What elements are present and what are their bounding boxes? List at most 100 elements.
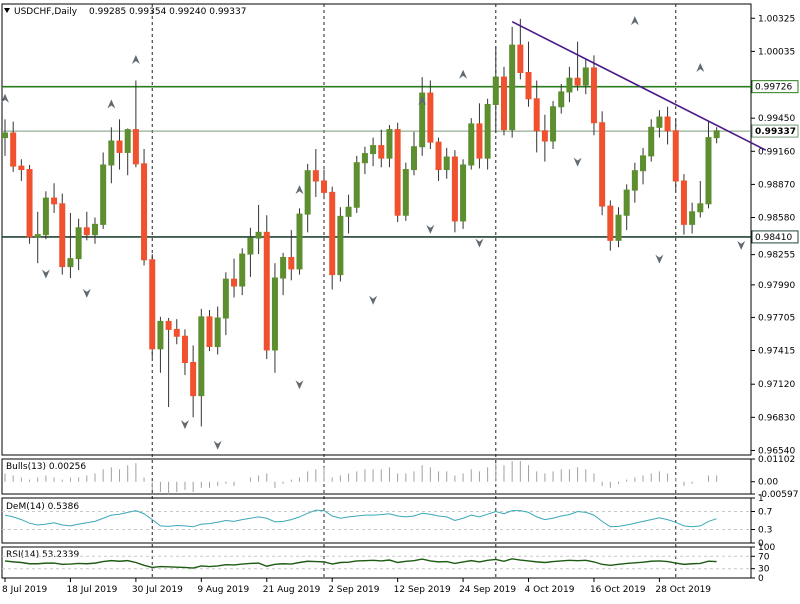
bull-candle [222, 272, 229, 336]
bull-candle [566, 66, 573, 103]
candle-body [288, 256, 295, 270]
bear-candle [116, 119, 123, 170]
rsi-tick-label: 70 [758, 552, 770, 562]
bull-candle [42, 191, 49, 240]
candle-body [550, 106, 557, 142]
dem-title: DeM(14) 0.5386 [6, 502, 79, 512]
candle-body [34, 234, 41, 238]
candle-body [132, 129, 139, 165]
bear-candle [83, 211, 90, 241]
candle-body [51, 197, 58, 205]
chart-header: USDCHF,Daily 0.99285 0.99354 0.99240 0.9… [4, 7, 246, 17]
bull-candle [124, 128, 131, 176]
fractal-up-icon [1, 93, 9, 103]
bull-candle [689, 202, 696, 234]
price-tick-label: 0.98870 [758, 180, 795, 190]
candle-body [337, 215, 344, 276]
bulls-panel[interactable]: Bulls(13) 0.00256 0.01102 0.00 -0.00597 [1, 455, 798, 500]
candle-body [468, 123, 475, 166]
candle-body [239, 253, 246, 287]
bear-candle [541, 114, 548, 162]
bear-candle [517, 18, 524, 80]
bear-candle [26, 164, 33, 244]
current-price-label: 0.99337 [755, 127, 796, 137]
bear-candle [10, 121, 17, 172]
candle-body [108, 140, 115, 166]
bear-candle [321, 169, 328, 200]
price-panel[interactable]: 1.00325 1.00035 0.99450 0.99160 0.98870 0.985… [1, 0, 799, 578]
candle-body [190, 362, 197, 397]
fractal-down-icon [655, 254, 664, 264]
bear-candle [525, 41, 532, 107]
candle-body [255, 231, 262, 239]
candle-body [443, 156, 450, 171]
candle-body [116, 140, 123, 153]
bulls-title: Bulls(13) 0.00256 [6, 462, 86, 472]
fractal-down-icon [737, 240, 746, 250]
bull-candle [34, 211, 41, 264]
rsi-title: RSI(14) 53.2339 [6, 550, 79, 560]
bear-candle [607, 200, 614, 251]
candle-body [59, 203, 66, 268]
candle-body [181, 335, 188, 364]
bull-candle [280, 252, 287, 296]
time-tick-label: 24 Sep 2019 [459, 585, 516, 595]
candle-body [361, 153, 368, 164]
bear-candle [664, 106, 671, 145]
candle-body [615, 214, 622, 241]
price-tick-label: 0.97415 [758, 347, 795, 357]
price-tick-label: 0.97990 [758, 281, 795, 291]
price-tick-label: 0.99160 [758, 147, 795, 157]
candle-body [558, 91, 565, 108]
bull-candle [2, 119, 8, 156]
triangle-down-icon[interactable] [4, 8, 10, 13]
candle-body [345, 206, 352, 217]
bear-candle [132, 80, 139, 168]
candle-body [329, 191, 336, 276]
candle-body [402, 169, 409, 216]
demarker-panel[interactable]: DeM(14) 0.5386 1 0.7 0.3 0 [1, 494, 772, 549]
fractal-up-icon [630, 16, 639, 26]
candle-body [91, 223, 98, 236]
bull-candle [214, 306, 221, 355]
candle-body [500, 76, 507, 131]
time-tick-label: 12 Sep 2019 [394, 585, 451, 595]
symbol-label: USDCHF,Daily [14, 7, 78, 17]
bull-candle [443, 147, 450, 179]
candle-body [689, 211, 696, 225]
price-tick-label: 1.00035 [758, 47, 795, 57]
fractal-up-icon [131, 54, 140, 64]
price-tick-label: 0.99450 [758, 114, 795, 124]
candle-body [206, 316, 213, 348]
bull-candle [484, 98, 491, 170]
bear-candle [599, 111, 606, 216]
bull-candle [582, 58, 589, 95]
candle-body [451, 156, 458, 222]
bull-candle [100, 152, 107, 229]
candle-body [173, 328, 180, 337]
bull-candle [157, 316, 164, 373]
candle-body [697, 203, 704, 213]
bull-candle [419, 77, 426, 156]
candle-body [198, 316, 205, 397]
bull-candle [705, 121, 712, 209]
bear-candle [427, 80, 434, 150]
candle-body [590, 67, 597, 124]
bear-candle [590, 55, 597, 136]
candle-body [304, 170, 311, 215]
price-tick-label: 0.96830 [758, 413, 795, 423]
candle-body [222, 278, 229, 319]
bear-candle [378, 129, 385, 168]
bear-candle [173, 319, 180, 345]
fractal-up-icon [107, 99, 116, 109]
support-price-label: 0.98410 [755, 233, 792, 243]
candle-body [83, 227, 90, 236]
bear-candle [141, 149, 148, 266]
candle-body [411, 146, 417, 171]
candle-body [541, 130, 548, 142]
candle-body [247, 237, 254, 255]
bear-candle [329, 186, 336, 290]
